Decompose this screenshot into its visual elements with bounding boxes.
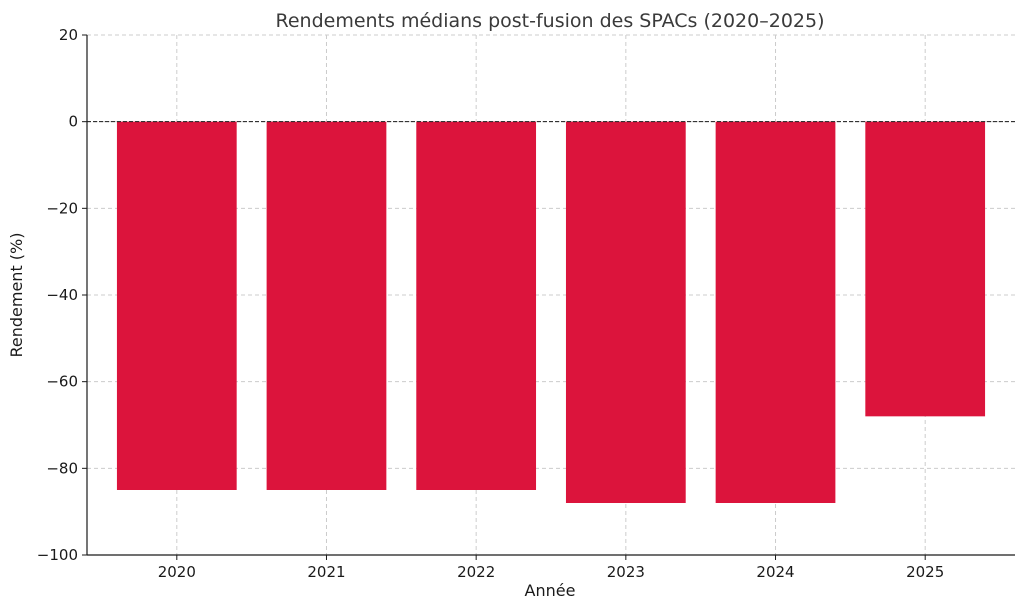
y-ticks: 20 0 −20 −40 −60 −80 −100 [37,26,87,564]
y-tick-label: 20 [59,26,78,44]
y-tick-label: −20 [46,199,78,217]
x-tick-label: 2023 [607,563,645,581]
y-tick-label: −100 [37,546,78,564]
bar-2025 [865,121,986,417]
y-axis-label: Rendement (%) [7,233,26,358]
bar-2022 [416,121,537,491]
x-tick-label: 2020 [158,563,196,581]
y-tick-label: −80 [46,459,78,477]
x-tick-label: 2022 [457,563,495,581]
x-ticks: 2020 2021 2022 2023 2024 2025 [158,555,944,581]
x-tick-label: 2024 [756,563,794,581]
x-axis-label: Année [525,581,576,600]
bars [116,121,986,504]
chart-title: Rendements médians post-fusion des SPACs… [275,10,824,32]
bar-2024 [715,121,836,504]
x-tick-label: 2021 [307,563,345,581]
bar-2021 [266,121,387,491]
y-tick-label: 0 [68,113,78,131]
bar-2020 [116,121,237,491]
bar-2023 [565,121,686,504]
x-tick-label: 2025 [906,563,944,581]
y-tick-label: −60 [46,373,78,391]
y-tick-label: −40 [46,286,78,304]
